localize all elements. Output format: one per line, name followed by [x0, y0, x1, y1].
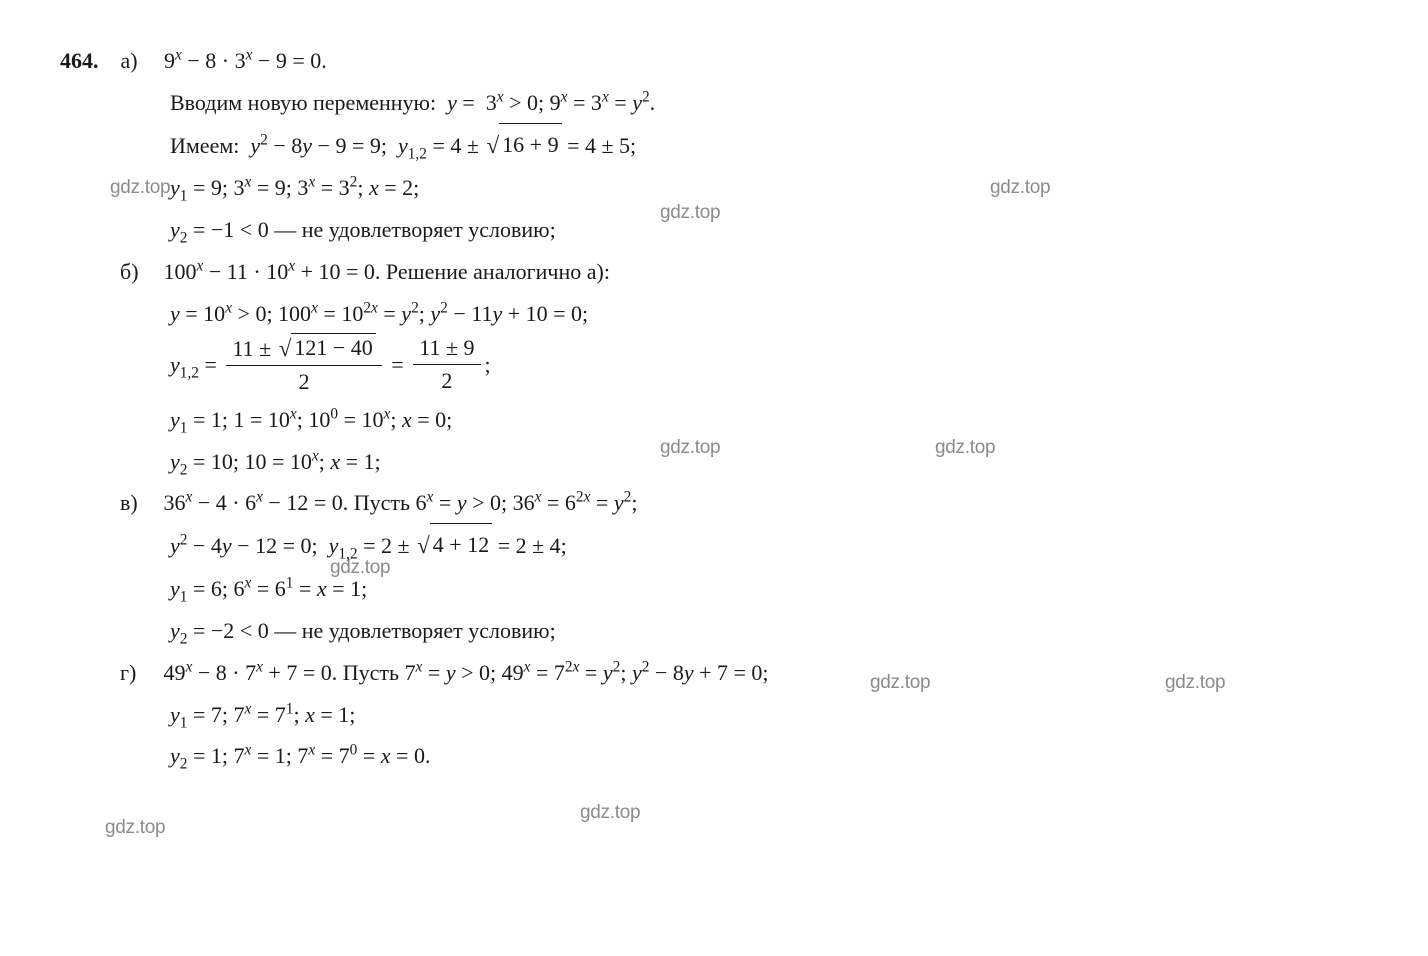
eq-text: 9x − 8 · 3x − 9 = 0.: [164, 48, 327, 73]
eq-text: y = 3x > 0; 9x = 3x = y2.: [442, 90, 656, 115]
line-a-y2: y2 = −1 < 0 — не удовлетворяет условию;: [170, 209, 1368, 251]
text: Имеем:: [170, 133, 239, 158]
eq-text: y2 = 10; 10 = 10x; x = 1;: [170, 449, 381, 474]
eq-text: y1 = 7; 7x = 71; x = 1;: [170, 702, 355, 727]
eq-text: y2 = −1 < 0 — не удовлетворяет условию;: [170, 217, 556, 242]
line-d-eq: г) 49x − 8 · 7x + 7 = 0. Пусть 7x = y > …: [120, 652, 1368, 694]
line-c-y1: y1 = 6; 6x = 61 = x = 1;: [170, 568, 1368, 610]
fraction: 11 ± 121 − 40 2: [226, 333, 381, 397]
watermark: gdz.top: [105, 810, 165, 846]
eq-text: 36x − 4 · 6x − 12 = 0. Пусть 6x = y > 0;…: [164, 490, 638, 515]
fraction: 11 ± 9 2: [413, 334, 480, 396]
sqrt-icon: 4 + 12: [415, 524, 492, 568]
eq-text: 49x − 8 · 7x + 7 = 0. Пусть 7x = y > 0; …: [164, 660, 769, 685]
eq-text: y2 = −2 < 0 — не удовлетворяет условию;: [170, 618, 556, 643]
part-d-label: г): [120, 652, 158, 694]
eq-text: 100x − 11 · 10x + 10 = 0. Решение аналог…: [164, 259, 610, 284]
line-d-y1: y1 = 7; 7x = 71; x = 1;: [170, 694, 1368, 736]
eq-text: y2 − 4y − 12 = 0; y1,2 = 2 ± 4 + 12 = 2 …: [170, 533, 567, 558]
eq-text: y1 = 6; 6x = 61 = x = 1;: [170, 576, 367, 601]
part-c-label: в): [120, 482, 158, 524]
line-c-eq: в) 36x − 4 · 6x − 12 = 0. Пусть 6x = y >…: [120, 482, 1368, 524]
line-a-have: Имеем: y2 − 8y − 9 = 9; y1,2 = 4 ± 16 + …: [170, 124, 1368, 168]
line-b-frac: y1,2 = 11 ± 121 − 40 2 = 11 ± 9 2 ;: [170, 335, 1368, 399]
line-c-y2: y2 = −2 < 0 — не удовлетворяет условию;: [170, 610, 1368, 652]
line-c-l1: y2 − 4y − 12 = 0; y1,2 = 2 ± 4 + 12 = 2 …: [170, 524, 1368, 568]
problem-number: 464.: [60, 40, 115, 82]
line-b-l1: y = 10x > 0; 100x = 102x = y2; y2 − 11y …: [170, 293, 1368, 335]
line-a-intro: Вводим новую переменную: y = 3x > 0; 9x …: [170, 82, 1368, 124]
part-a-label: а): [121, 40, 159, 82]
eq-text: y1 = 9; 3x = 9; 3x = 32; x = 2;: [170, 175, 419, 200]
text: Вводим новую переменную:: [170, 90, 436, 115]
eq-text: y1 = 1; 1 = 10x; 100 = 10x; x = 0;: [170, 407, 452, 432]
eq-text: y2 = 1; 7x = 1; 7x = 70 = x = 0.: [170, 743, 430, 768]
line-b-y2: y2 = 10; 10 = 10x; x = 1;: [170, 441, 1368, 483]
eq-text: y = 10x > 0; 100x = 102x = y2; y2 − 11y …: [170, 301, 588, 326]
watermark: gdz.top: [110, 170, 170, 206]
line-b-y1: y1 = 1; 1 = 10x; 100 = 10x; x = 0;: [170, 399, 1368, 441]
line-a-y1: y1 = 9; 3x = 9; 3x = 32; x = 2;: [170, 167, 1368, 209]
eq-text: y2 − 8y − 9 = 9; y1,2 = 4 ± 16 + 9 = 4 ±…: [245, 133, 636, 158]
line-a-eq: 464. а) 9x − 8 · 3x − 9 = 0.: [60, 40, 1368, 82]
sqrt-icon: 121 − 40: [277, 333, 376, 364]
eq-text: y1,2 = 11 ± 121 − 40 2 = 11 ± 9 2 ;: [170, 352, 491, 377]
problem-464: gdz.top gdz.top gdz.top gdz.top gdz.top …: [60, 40, 1368, 777]
watermark: gdz.top: [580, 795, 640, 831]
sqrt-icon: 16 + 9: [484, 124, 561, 168]
part-b-label: б): [120, 251, 158, 293]
line-d-y2: y2 = 1; 7x = 1; 7x = 70 = x = 0.: [170, 735, 1368, 777]
line-b-eq: б) 100x − 11 · 10x + 10 = 0. Решение ана…: [120, 251, 1368, 293]
